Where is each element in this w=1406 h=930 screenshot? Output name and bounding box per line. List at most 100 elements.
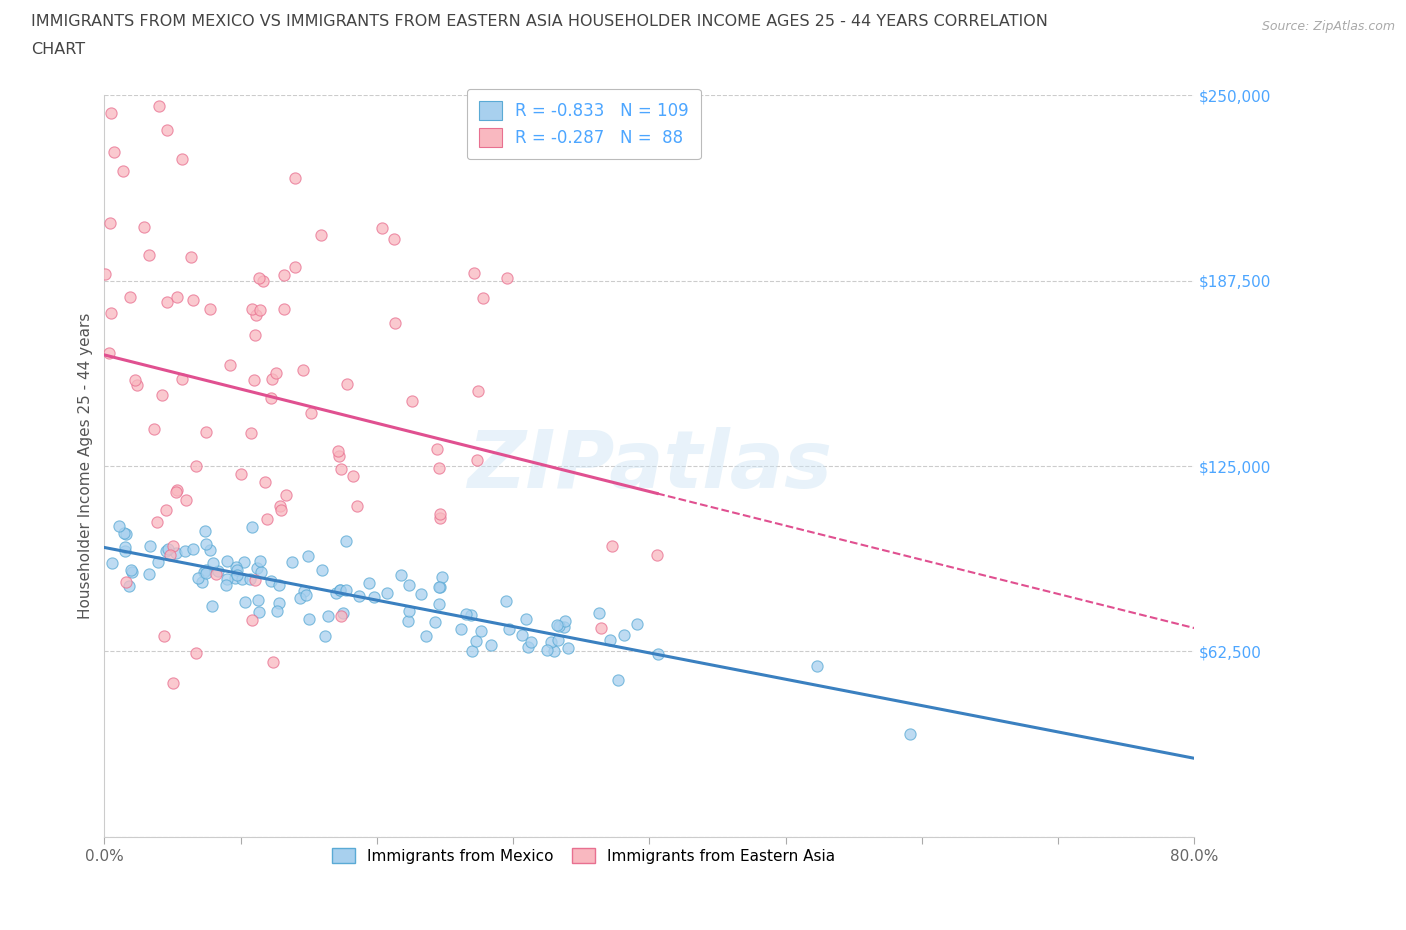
Point [472, 290, 495, 305]
Point [510, 628, 533, 643]
Point [233, 554, 256, 569]
Point [246, 561, 269, 576]
Point [217, 572, 239, 587]
Point [247, 604, 270, 619]
Point [134, 219, 156, 234]
Point [495, 271, 517, 286]
Point [159, 548, 181, 563]
Point [328, 444, 350, 458]
Point [645, 548, 668, 563]
Point [148, 554, 170, 569]
Point [647, 646, 669, 661]
Point [281, 554, 304, 569]
Point [165, 485, 187, 499]
Point [613, 628, 636, 643]
Point [240, 613, 263, 628]
Point [375, 586, 398, 601]
Point [599, 632, 621, 647]
Point [329, 608, 352, 623]
Point [463, 266, 485, 281]
Point [247, 270, 270, 285]
Point [198, 301, 221, 316]
Point [536, 642, 558, 657]
Point [193, 565, 215, 579]
Point [174, 493, 197, 508]
Point [450, 622, 472, 637]
Point [335, 582, 357, 597]
Point [430, 569, 453, 584]
Point [198, 542, 221, 557]
Text: ZIPatlas: ZIPatlas [467, 427, 832, 505]
Point [553, 619, 575, 634]
Point [495, 593, 517, 608]
Point [243, 327, 266, 342]
Point [179, 250, 201, 265]
Point [215, 554, 238, 569]
Point [520, 634, 543, 649]
Point [194, 524, 217, 538]
Point [264, 365, 287, 380]
Point [148, 99, 170, 113]
Point [347, 589, 370, 604]
Point [256, 512, 278, 526]
Point [187, 571, 209, 586]
Point [309, 227, 332, 242]
Point [233, 595, 256, 610]
Point [247, 592, 270, 607]
Point [195, 566, 218, 581]
Point [229, 467, 252, 482]
Point [898, 726, 921, 741]
Point [554, 613, 576, 628]
Point [243, 372, 266, 387]
Point [429, 580, 451, 595]
Point [166, 290, 188, 305]
Point [94, 266, 117, 281]
Point [121, 565, 143, 579]
Point [114, 544, 136, 559]
Point [465, 633, 488, 648]
Point [626, 617, 648, 631]
Point [363, 590, 385, 604]
Point [460, 607, 482, 622]
Point [124, 372, 146, 387]
Point [384, 316, 406, 331]
Point [546, 618, 568, 632]
Point [517, 640, 540, 655]
Point [547, 632, 569, 647]
Legend: Immigrants from Mexico, Immigrants from Eastern Asia: Immigrants from Mexico, Immigrants from … [326, 842, 842, 870]
Point [156, 123, 179, 138]
Point [165, 546, 187, 561]
Point [239, 572, 262, 587]
Point [155, 503, 177, 518]
Point [273, 301, 295, 316]
Point [138, 566, 160, 581]
Point [186, 645, 208, 660]
Point [470, 623, 492, 638]
Point [588, 605, 610, 620]
Point [427, 461, 450, 476]
Point [205, 566, 228, 581]
Point [194, 563, 217, 578]
Point [218, 358, 240, 373]
Point [498, 621, 520, 636]
Point [359, 576, 381, 591]
Point [284, 171, 307, 186]
Point [245, 308, 267, 323]
Point [143, 422, 166, 437]
Point [170, 372, 193, 387]
Point [225, 560, 247, 575]
Point [454, 607, 477, 622]
Point [398, 604, 420, 618]
Point [292, 584, 315, 599]
Point [215, 578, 238, 593]
Point [139, 538, 162, 553]
Point [267, 596, 290, 611]
Point [112, 525, 135, 540]
Point [125, 378, 148, 392]
Point [166, 483, 188, 498]
Point [195, 537, 218, 551]
Point [260, 391, 283, 405]
Point [270, 503, 292, 518]
Point [157, 541, 180, 556]
Point [170, 152, 193, 166]
